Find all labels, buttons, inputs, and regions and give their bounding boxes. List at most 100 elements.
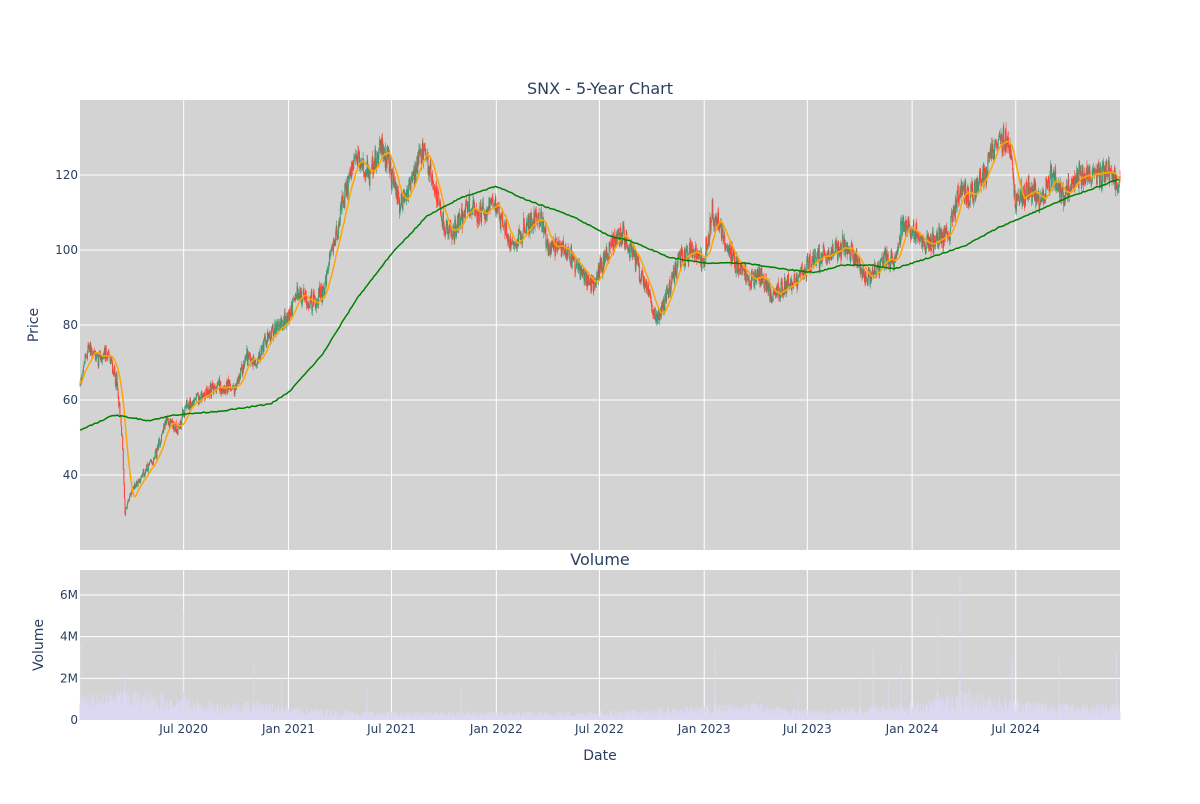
candle <box>124 483 125 499</box>
candle-body <box>127 504 128 508</box>
candle-body <box>511 246 512 247</box>
candle-body <box>712 200 713 216</box>
candle-body <box>209 388 210 394</box>
candle-body <box>492 199 493 205</box>
candle-body <box>331 252 332 253</box>
candle-body <box>109 353 110 354</box>
candle-body <box>858 263 859 264</box>
candle-body <box>206 388 207 393</box>
candle-body <box>503 228 504 229</box>
candle-body <box>802 264 803 270</box>
candle-body <box>123 469 124 484</box>
candle-body <box>262 347 263 351</box>
candle-body <box>293 298 294 303</box>
candle-body <box>858 257 859 263</box>
price-y-tick-label: 60 <box>63 393 78 407</box>
candle-body <box>292 303 293 316</box>
candle-body <box>711 220 712 222</box>
candle-body <box>841 252 842 258</box>
candle-body <box>483 201 484 209</box>
candle-body <box>994 144 995 152</box>
candle-body <box>362 167 363 168</box>
candle-body <box>156 451 157 458</box>
candle-body <box>671 285 672 290</box>
candle-body <box>312 306 313 311</box>
candle-body <box>943 235 944 248</box>
candle-body <box>161 435 162 441</box>
candle-body <box>788 274 789 285</box>
candle-body <box>932 235 933 246</box>
candle-body <box>465 204 466 212</box>
candle <box>682 249 683 263</box>
candle-body <box>524 229 525 230</box>
candle-body <box>707 249 708 251</box>
candle-body <box>158 440 159 449</box>
candle-body <box>575 270 576 271</box>
candle-body <box>369 173 370 187</box>
candle-body <box>674 275 675 283</box>
candle-body <box>234 391 235 394</box>
candle-body <box>901 220 902 221</box>
candle-body <box>639 263 640 279</box>
candle-body <box>699 254 700 256</box>
candle-body <box>794 274 795 283</box>
candle-body <box>430 163 431 177</box>
candle-body <box>611 242 612 247</box>
candle-body <box>123 450 124 470</box>
candle-body <box>686 247 687 251</box>
price-y-tick-label: 120 <box>55 168 78 182</box>
candle-body <box>526 222 527 233</box>
candle-body <box>998 142 999 148</box>
candle-body <box>87 354 88 359</box>
candle-body <box>438 196 439 202</box>
candle-body <box>659 316 660 320</box>
candle-body <box>687 248 688 261</box>
price-y-tick-label: 80 <box>63 318 78 332</box>
candle-body <box>851 245 852 256</box>
candle-body <box>275 323 276 336</box>
candle-body <box>279 322 280 329</box>
candle-body <box>641 271 642 279</box>
candle-body <box>1019 201 1020 203</box>
candle-body <box>408 184 409 196</box>
candle-body <box>255 360 256 365</box>
candle-body <box>119 404 120 415</box>
candle-body <box>823 246 824 247</box>
candle-body <box>122 436 123 450</box>
candle-body <box>920 240 921 241</box>
candle-body <box>348 179 349 196</box>
candle-body <box>959 199 960 200</box>
candle-body <box>1012 159 1013 166</box>
candle-body <box>881 257 882 260</box>
candle-body <box>421 158 422 164</box>
candle-body <box>125 510 126 515</box>
candle-body <box>149 463 150 465</box>
candle-body <box>187 400 188 404</box>
candle-body <box>155 452 156 457</box>
candle <box>121 416 122 426</box>
candle-body <box>798 278 799 281</box>
candle-body <box>278 328 279 330</box>
candle-body <box>972 181 973 198</box>
candle-body <box>767 281 768 289</box>
candle-body <box>402 197 403 210</box>
candle-body <box>121 416 122 425</box>
candle-body <box>721 231 722 239</box>
candle <box>123 469 124 484</box>
candle-body <box>501 214 502 218</box>
candle-body <box>256 364 257 366</box>
candle-body <box>124 483 125 498</box>
candle-body <box>481 211 482 223</box>
candle-body <box>324 282 325 295</box>
candle-body <box>569 258 570 261</box>
candle-body <box>400 206 401 208</box>
candle-body <box>704 257 705 266</box>
candle-body <box>340 209 341 222</box>
candle-body <box>1003 127 1004 143</box>
candle-body <box>523 231 524 236</box>
candle-body <box>401 194 402 205</box>
candle-body <box>584 273 585 281</box>
